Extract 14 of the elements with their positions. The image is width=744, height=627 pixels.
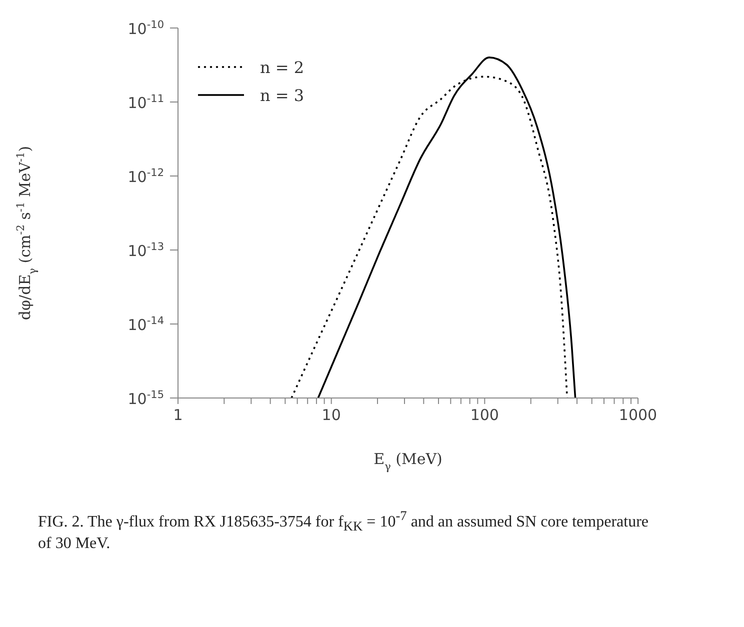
x-tick-label: 10: [322, 406, 341, 424]
legend-label: n = 3: [260, 86, 304, 104]
y-tick-label: 10$^{-15}$: [128, 389, 164, 408]
y-tick-label: 10$^{-14}$: [128, 315, 164, 334]
x-tick-label: 100: [470, 406, 499, 424]
legend-label: n = 2: [260, 58, 304, 76]
text: FIG. 2. The γ-flux from RX J185635-3754 for f$_{KK}$ = 10$^{-7}$ and an assumed SN core temperature of 30 MeV.: [38, 508, 648, 552]
y-tick-label: 10$^{-10}$: [128, 19, 164, 38]
y-tick-label: 10$^{-12}$: [128, 167, 164, 186]
x-tick-label: 1: [173, 406, 183, 424]
x-axis-title: E$_{γ}$ (MeV): [374, 450, 442, 473]
y-tick-label: 10$^{-11}$: [128, 93, 164, 112]
x-tick-label: 1000: [618, 406, 658, 424]
y-tick-label: 10$^{-13}$: [128, 241, 164, 260]
